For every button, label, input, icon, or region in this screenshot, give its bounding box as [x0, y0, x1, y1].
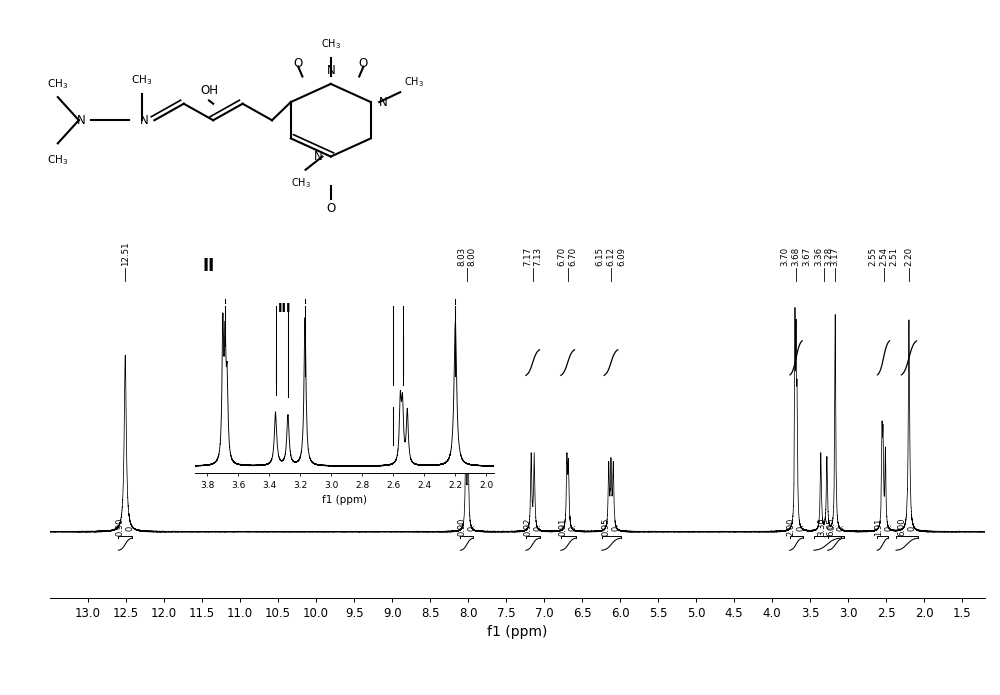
X-axis label: f1 (ppm): f1 (ppm) — [487, 626, 548, 639]
Text: 6.70
6.70: 6.70 6.70 — [558, 247, 578, 266]
Text: CH$_3$: CH$_3$ — [291, 177, 311, 190]
Text: O: O — [359, 57, 368, 70]
Text: N: N — [379, 96, 388, 108]
Text: 3.17: 3.17 — [831, 247, 840, 266]
Text: N: N — [326, 65, 335, 77]
Text: N: N — [77, 114, 85, 126]
Text: CH$_3$: CH$_3$ — [47, 76, 68, 90]
Text: CH$_3$: CH$_3$ — [404, 75, 424, 89]
Text: 0.92
0.: 0.92 0. — [523, 518, 542, 536]
Text: 3.36
3.28: 3.36 3.28 — [814, 247, 834, 266]
Text: O: O — [294, 57, 303, 70]
Text: 2.55
2.54
2.51: 2.55 2.54 2.51 — [868, 247, 899, 266]
Text: 0.90
0.: 0.90 0. — [116, 518, 135, 536]
Text: 0.90
0.: 0.90 0. — [457, 518, 476, 536]
Text: 8.03
8.00: 8.03 8.00 — [457, 247, 477, 266]
Text: 0.95
0.: 0.95 0. — [601, 518, 621, 536]
Text: 0.91
0.: 0.91 0. — [558, 518, 577, 536]
Text: 7.17
7.13: 7.17 7.13 — [523, 247, 543, 266]
Text: OH: OH — [200, 84, 218, 97]
Text: 1.91
0.: 1.91 0. — [874, 518, 893, 536]
Text: N: N — [140, 114, 148, 126]
Text: 6.00
0.: 6.00 0. — [898, 517, 917, 536]
Text: CH$_3$: CH$_3$ — [47, 154, 68, 167]
Text: 3.30
0.: 3.30 0. — [817, 517, 836, 536]
Text: O: O — [326, 202, 335, 215]
Text: CH$_3$: CH$_3$ — [131, 74, 152, 88]
Text: 6.05
0.: 6.05 0. — [826, 517, 845, 536]
Text: II: II — [203, 257, 215, 275]
Text: 6.15
6.12
6.09: 6.15 6.12 6.09 — [596, 247, 626, 266]
Text: 12.51: 12.51 — [121, 242, 130, 266]
Text: N: N — [314, 150, 322, 163]
Text: CH$_3$: CH$_3$ — [321, 37, 341, 51]
Text: 2.20: 2.20 — [904, 247, 913, 266]
Text: 2.00
0.: 2.00 0. — [787, 518, 806, 536]
Text: 3.70
3.68
3.67: 3.70 3.68 3.67 — [781, 247, 811, 266]
